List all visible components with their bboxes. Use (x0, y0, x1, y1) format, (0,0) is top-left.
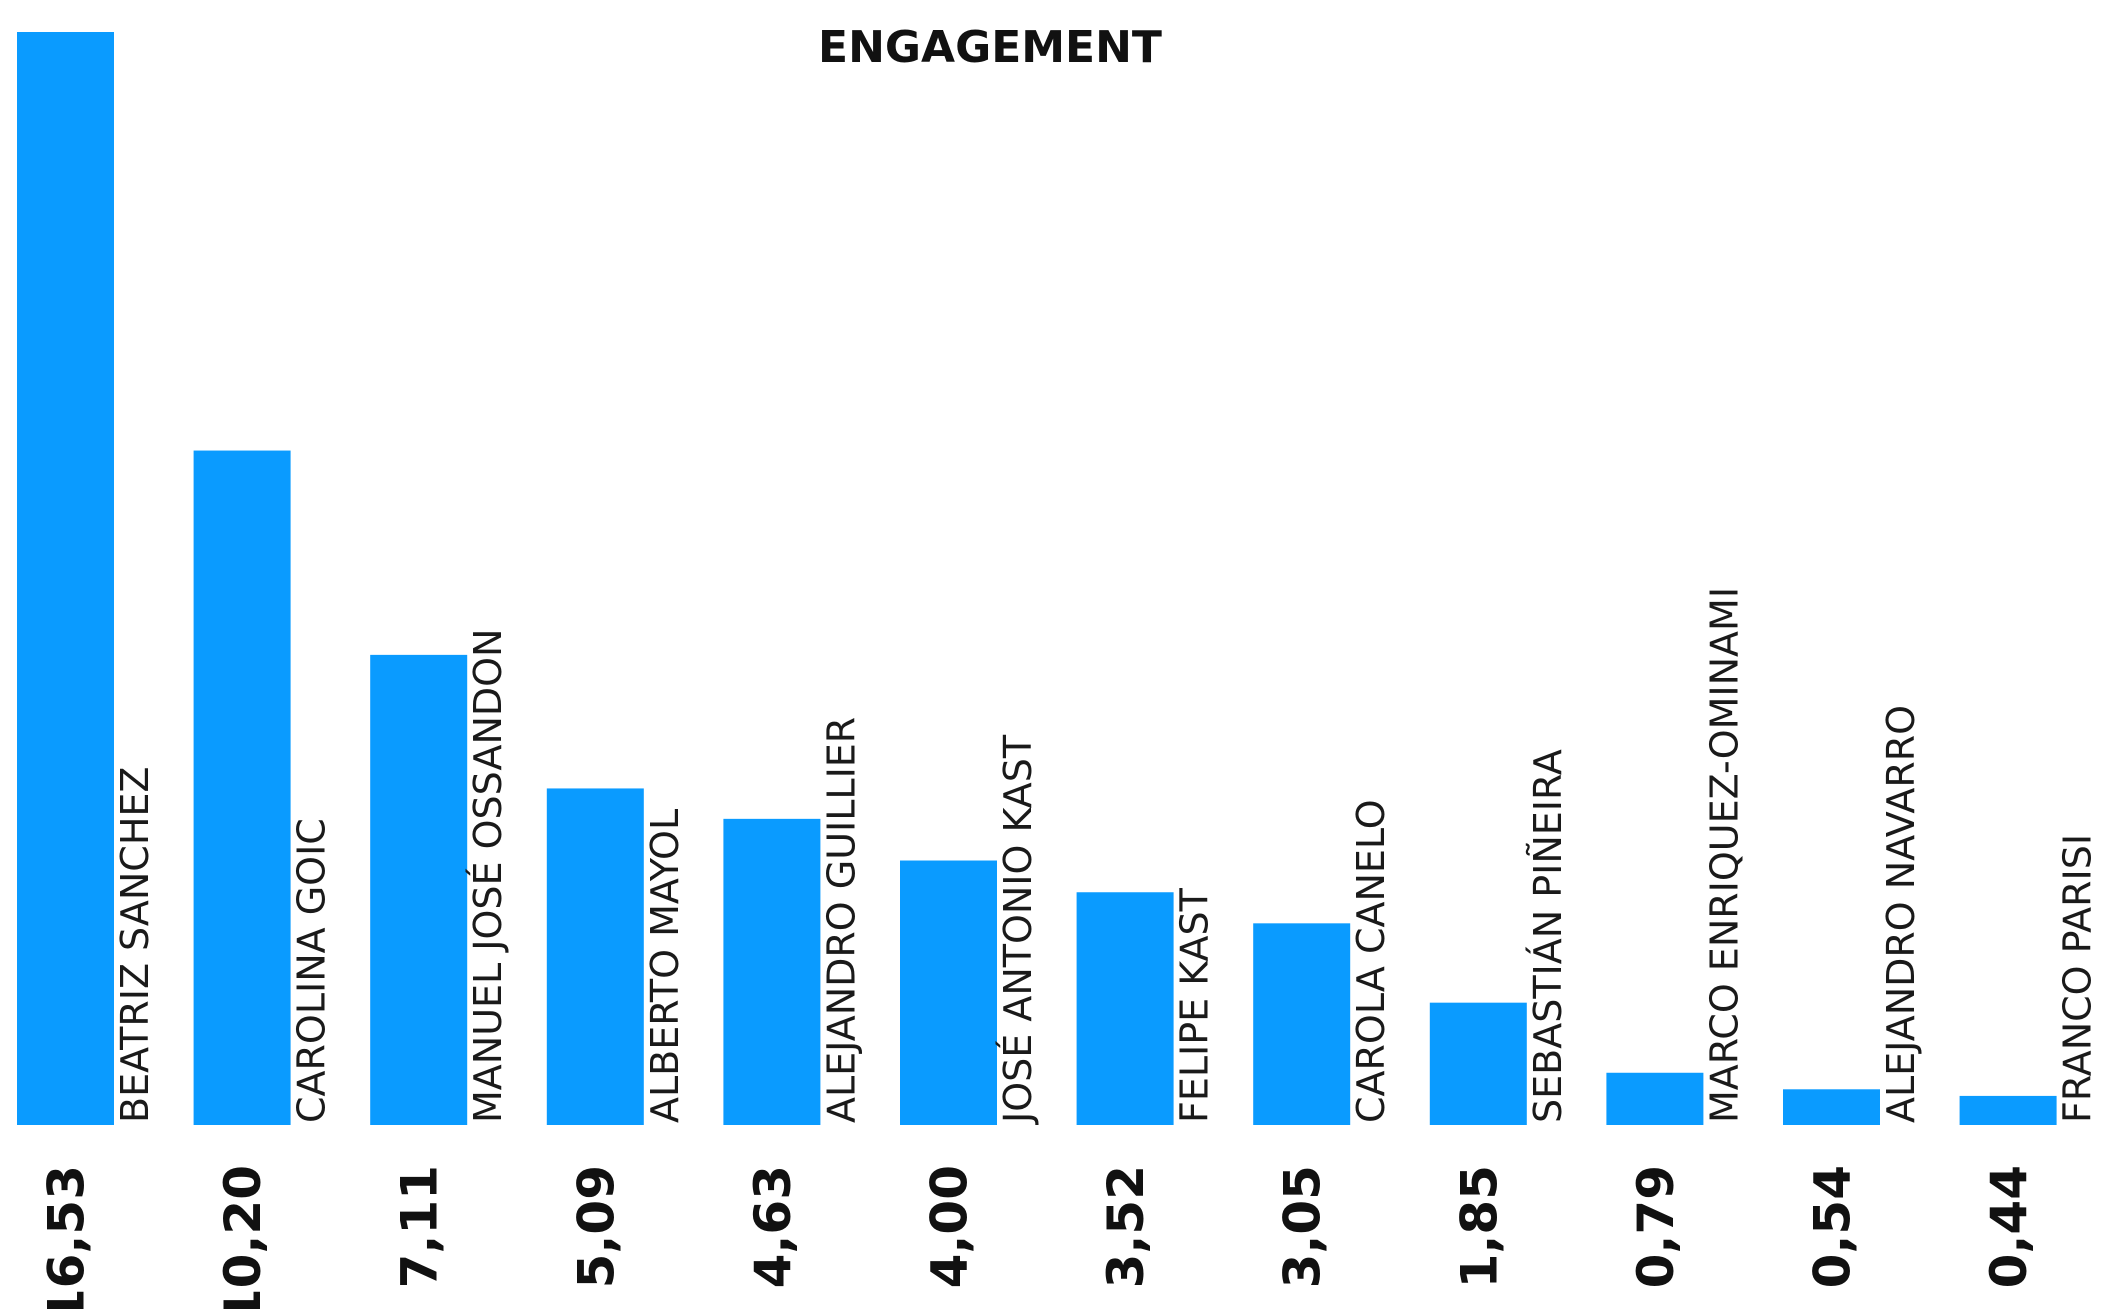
category-label: JOSÉ ANTONIO KAST (996, 734, 1040, 1125)
bar (193, 450, 291, 1125)
category-label: ALEJANDRO NAVARRO (1879, 705, 1923, 1123)
value-label: 0,54 (1804, 1165, 1862, 1288)
value-labels-group: 16,53 10,20 7,11 5,09 4,63 4,00 3,52 3,05 1,85 0,… (38, 1165, 2039, 1309)
category-label: CAROLINA GOIC (290, 818, 334, 1123)
category-label: FELIPE KAST (1173, 887, 1217, 1123)
bar (1429, 1002, 1527, 1125)
value-label: 7,11 (391, 1165, 449, 1288)
bar (17, 32, 114, 1125)
value-label: 4,63 (744, 1165, 802, 1288)
category-label: BEATRIZ SANCHEZ (113, 767, 157, 1123)
value-label: 10,20 (214, 1165, 272, 1309)
category-label: MARCO ENRIQUEZ-OMINAMI (1702, 587, 1746, 1123)
category-label: ALEJANDRO GUILLIER (819, 717, 863, 1123)
bar (1783, 1089, 1880, 1125)
value-label: 5,09 (567, 1165, 625, 1288)
category-label: FRANCO PARISI (2056, 834, 2100, 1123)
bar (723, 818, 821, 1125)
chart-title: ENGAGEMENT (818, 22, 1162, 73)
value-label: 3,52 (1097, 1165, 1155, 1288)
value-label: 1,85 (1450, 1165, 1508, 1288)
category-label: CAROLA CANELO (1349, 799, 1393, 1123)
bars-group (17, 32, 2057, 1125)
value-label: 3,05 (1274, 1165, 1332, 1288)
bar (1076, 892, 1174, 1125)
value-label: 16,53 (38, 1165, 96, 1309)
category-labels-group: BEATRIZ SANCHEZ CAROLINA GOIC MANUEL JOSÉ … (113, 587, 2100, 1125)
value-label: 4,00 (921, 1165, 979, 1288)
bar (900, 860, 997, 1125)
bar (1606, 1072, 1704, 1125)
category-label: MANUEL JOSÉ OSSANDON (466, 629, 510, 1123)
value-label: 0,79 (1627, 1165, 1685, 1288)
bar (1959, 1095, 2057, 1125)
bar (1253, 923, 1351, 1125)
value-label: 0,44 (1980, 1165, 2038, 1288)
category-label: ALBERTO MAYOL (643, 809, 687, 1123)
bar (370, 654, 468, 1125)
category-label: SEBASTIÁN PIÑEIRA (1526, 749, 1570, 1123)
bar (546, 788, 644, 1125)
